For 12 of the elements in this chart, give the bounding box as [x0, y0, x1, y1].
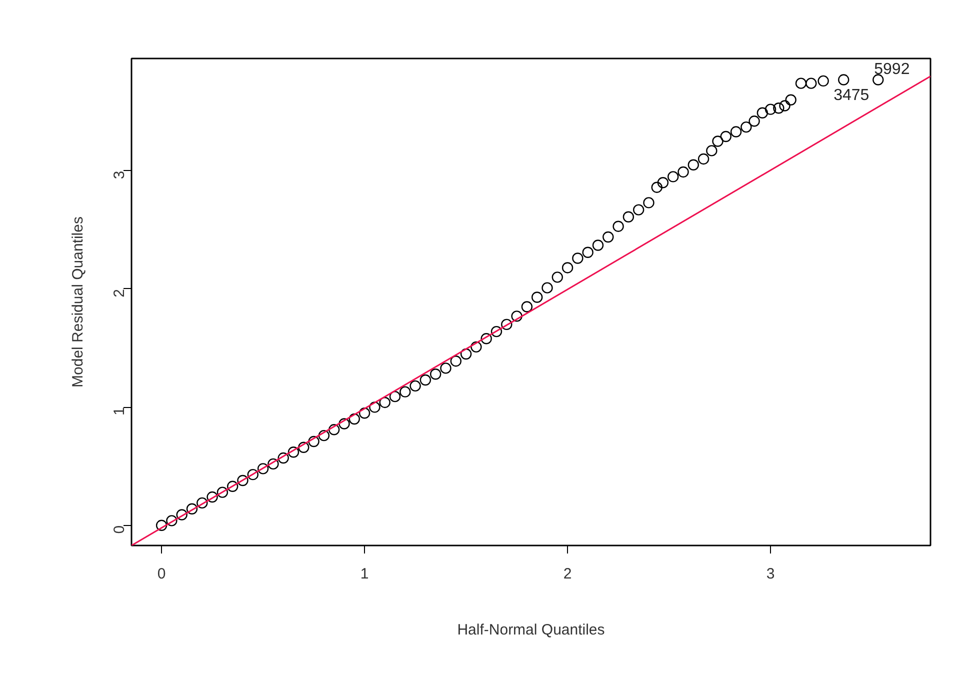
- x-tick-label: 0: [157, 566, 166, 582]
- x-tick-label: 1: [360, 566, 369, 582]
- y-tick-label: 3: [111, 170, 128, 180]
- annotation: 5992: [874, 60, 910, 78]
- y-axis-title: Model Residual Quantiles: [70, 216, 86, 388]
- x-tick-label: 2: [563, 566, 572, 582]
- y-tick-label: 0: [111, 525, 128, 534]
- y-tick-label: 2: [111, 288, 128, 298]
- annotation: 3475: [834, 86, 870, 104]
- x-tick-label: 3: [766, 566, 775, 582]
- x-axis-title: Half-Normal Quantiles: [457, 622, 605, 638]
- y-tick-label: 1: [111, 407, 128, 416]
